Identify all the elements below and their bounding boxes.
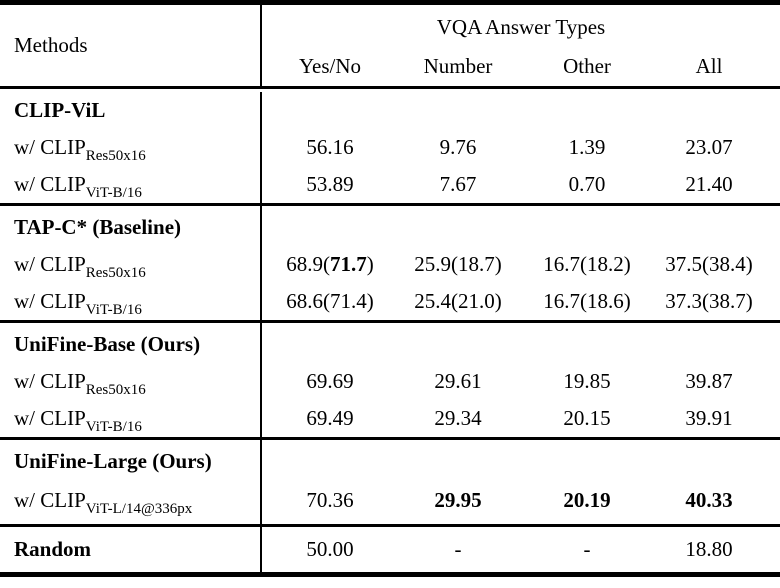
value-cell: 9.76 (439, 135, 477, 159)
section-rule (0, 524, 780, 527)
model-subscript: Res50x16 (85, 265, 146, 281)
value-cell: 29.95 (434, 488, 482, 512)
value-cell: 21.40 (685, 172, 733, 196)
model-subscript: Res50x16 (85, 382, 146, 398)
value-cell: 70.36 (306, 488, 354, 512)
section-title-cell: UniFine-Base (Ours) (0, 326, 262, 363)
section-title-spacer (262, 92, 780, 129)
model-subscript: ViT-L/14@336px (85, 501, 193, 517)
section-rule (0, 320, 780, 323)
section-rule (0, 203, 780, 206)
model-subscript: ViT-B/16 (85, 185, 142, 201)
top-rule (0, 0, 780, 5)
section-title: TAP-C* (Baseline) (14, 215, 182, 239)
value-cell: 37.5(38.4) (665, 252, 753, 276)
table-row: w/ CLIPRes50x16 68.9(71.7) 25.9(18.7) 16… (0, 246, 780, 292)
value-cell: 23.07 (685, 135, 733, 159)
section-unifine-large: UniFine-Large (Ours) w/ CLIPViT-L/14@336… (0, 440, 780, 529)
section-title-row: UniFine-Base (Ours) (0, 326, 780, 363)
value-cell: 16.7(18.2) (543, 252, 631, 276)
column-header-number: Number (423, 54, 493, 78)
model-subscript: ViT-B/16 (85, 419, 142, 435)
model-subscript: Res50x16 (85, 148, 146, 164)
value-cell: 29.61 (434, 369, 482, 393)
section-title-spacer (262, 209, 780, 246)
method-label: w/ CLIPViT-B/16 (0, 283, 262, 329)
method-label: Random (0, 527, 262, 572)
methods-column-header: Methods (0, 5, 262, 86)
section-title-row: TAP-C* (Baseline) (0, 209, 780, 246)
value-cell: 25.9(18.7) (414, 252, 502, 276)
method-label: w/ CLIPRes50x16 (0, 363, 262, 409)
section-title: CLIP-ViL (14, 98, 106, 122)
value-cell: 53.89 (306, 172, 354, 196)
section-unifine-base: UniFine-Base (Ours) w/ CLIPRes50x16 69.6… (0, 323, 780, 446)
table-row: w/ CLIPViT-L/14@336px 70.36 29.95 20.19 … (0, 480, 780, 529)
section-title-spacer (262, 326, 780, 363)
table-row: w/ CLIPRes50x16 56.16 9.76 1.39 23.07 (0, 129, 780, 175)
value-cell: - (454, 537, 462, 561)
table-header-row: Methods VQA Answer Types Yes/No Number O… (0, 5, 780, 86)
method-label: w/ CLIPViT-B/16 (0, 166, 262, 212)
model-subscript: ViT-B/16 (85, 302, 142, 318)
value-cell: 25.4(21.0) (414, 289, 502, 313)
bottom-rule (0, 572, 780, 577)
table-row: w/ CLIPRes50x16 69.69 29.61 19.85 39.87 (0, 363, 780, 409)
value-cell: 20.15 (563, 406, 611, 430)
table-row: w/ CLIPViT-B/16 68.6(71.4) 25.4(21.0) 16… (0, 283, 780, 329)
value-cell: 37.3(38.7) (665, 289, 753, 313)
table-row: w/ CLIPViT-B/16 53.89 7.67 0.70 21.40 (0, 166, 780, 212)
section-title-row: UniFine-Large (Ours) (0, 443, 780, 480)
methods-label: Methods (14, 33, 88, 57)
answer-types-group-header: VQA Answer Types (436, 15, 606, 39)
method-label: w/ CLIPViT-B/16 (0, 400, 262, 446)
section-random: Random 50.00 - - 18.80 (0, 527, 780, 572)
section-title-cell: CLIP-ViL (0, 92, 262, 129)
section-title: UniFine-Large (Ours) (14, 449, 212, 473)
value-cell: 69.69 (306, 369, 354, 393)
header-rule (0, 86, 780, 89)
column-header-other: Other (563, 54, 611, 78)
value-cell: 39.91 (685, 406, 733, 430)
section-title-spacer (262, 443, 780, 480)
section-title-cell: UniFine-Large (Ours) (0, 443, 262, 480)
section-title-cell: TAP-C* (Baseline) (0, 209, 262, 246)
value-cell: 7.67 (439, 172, 477, 196)
section-clip-vil: CLIP-ViL w/ CLIPRes50x16 56.16 9.76 1.39… (0, 89, 780, 212)
method-label: w/ CLIPRes50x16 (0, 129, 262, 175)
value-cell: - (583, 537, 591, 561)
method-label: w/ CLIPViT-L/14@336px (0, 480, 262, 529)
value-cell: 50.00 (306, 537, 354, 561)
value-cell: 16.7(18.6) (543, 289, 631, 313)
column-header-all: All (695, 54, 723, 78)
value-cell: 68.6(71.4) (286, 289, 374, 313)
value-cell: 20.19 (563, 488, 611, 512)
column-header-yesno: Yes/No (298, 54, 362, 78)
value-cell: 19.85 (563, 369, 611, 393)
table-row: Random 50.00 - - 18.80 (0, 527, 780, 572)
section-rule (0, 437, 780, 440)
value-cell: 40.33 (685, 488, 733, 512)
table-row: w/ CLIPViT-B/16 69.49 29.34 20.15 39.91 (0, 400, 780, 446)
value-cell: 68.9(71.7) (286, 252, 374, 276)
value-cell: 56.16 (306, 135, 354, 159)
value-cell: 69.49 (306, 406, 354, 430)
section-title: UniFine-Base (Ours) (14, 332, 201, 356)
section-title-row: CLIP-ViL (0, 92, 780, 129)
value-cell: 29.34 (434, 406, 482, 430)
value-cell: 0.70 (568, 172, 606, 196)
method-label: w/ CLIPRes50x16 (0, 246, 262, 292)
value-cell: 1.39 (568, 135, 606, 159)
section-tap-c: TAP-C* (Baseline) w/ CLIPRes50x16 68.9(7… (0, 206, 780, 329)
value-cell: 39.87 (685, 369, 733, 393)
value-cell: 18.80 (685, 537, 733, 561)
